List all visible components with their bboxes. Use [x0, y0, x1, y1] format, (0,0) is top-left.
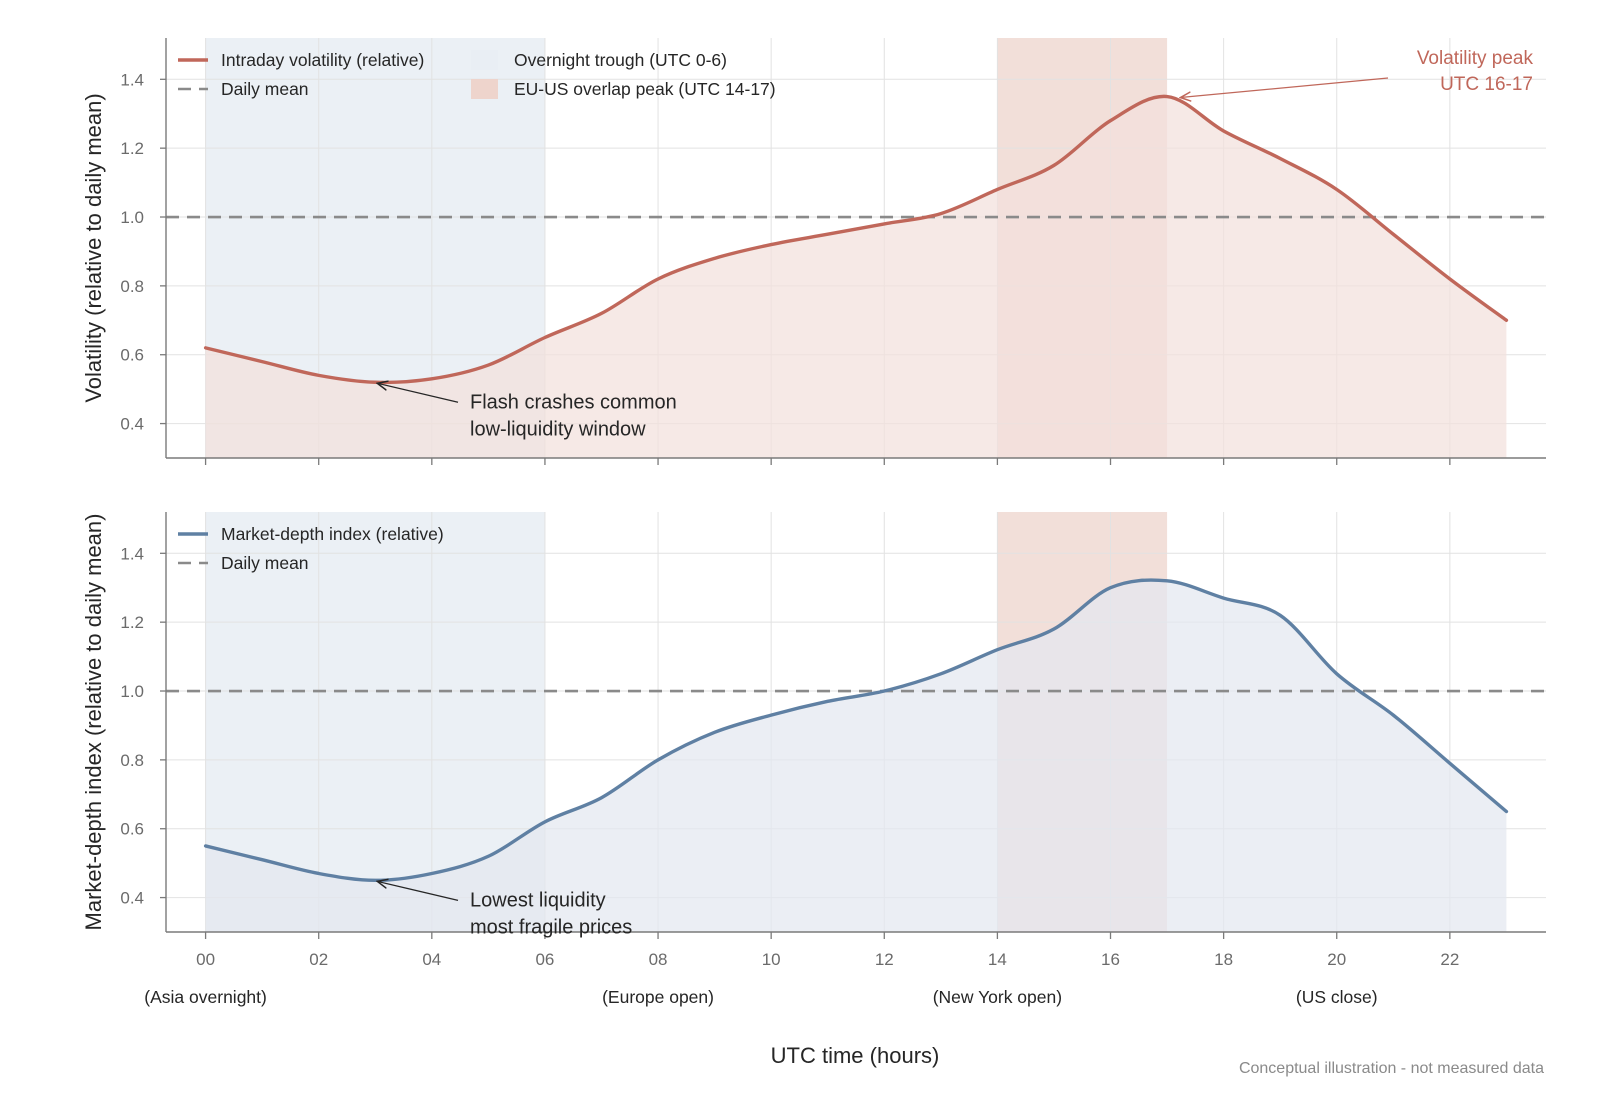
x-tick-label: 08	[649, 950, 668, 969]
legend-overlap-swatch	[471, 79, 498, 99]
annotation-arrow	[377, 383, 459, 403]
panel-bottom: 00 02 04 06 08 10 12 14 16 18 20 22 0.4 0.6 0.8 1.0 1.2 1…	[81, 512, 1546, 1068]
x-tick-label: 22	[1440, 950, 1459, 969]
annotation-text: most fragile prices	[470, 916, 632, 938]
y-tick-label: 1.2	[120, 613, 144, 632]
y-axis-title: Volatility (relative to daily mean)	[81, 93, 106, 402]
x-tick-label: 20	[1327, 950, 1346, 969]
y-tick-label: 0.4	[120, 889, 144, 908]
annotation: Flash crashes common low-liquidity window	[377, 383, 677, 440]
panel-top: 0.4 0.6 0.8 1.0 1.2 1.4 Volatility (relative t…	[81, 38, 1546, 465]
x-axis-title: UTC time (hours)	[771, 1043, 940, 1068]
peak-annotation-arrow	[1180, 77, 1389, 98]
y-tick-label: 1.2	[120, 139, 144, 158]
annotation: Lowest liquidity most fragile prices	[377, 881, 632, 938]
legend: Market-depth index (relative) Daily mean	[178, 524, 444, 573]
session-label: (Asia overnight)	[144, 987, 267, 1007]
annotation-arrow	[377, 881, 459, 901]
y-tick-label: 0.6	[120, 820, 144, 839]
y-tick-label: 0.4	[120, 415, 144, 434]
peak-annotation-text: Volatility peak	[1417, 48, 1534, 69]
y-tick-label: 1.0	[120, 208, 144, 227]
x-tick-label: 02	[309, 950, 328, 969]
session-label: (US close)	[1296, 987, 1378, 1007]
x-tick-label: 18	[1214, 950, 1233, 969]
legend-overlap-label: EU-US overlap peak (UTC 14-17)	[514, 79, 776, 99]
y-tick-label: 0.8	[120, 277, 144, 296]
y-tick-label: 0.8	[120, 751, 144, 770]
series-line	[203, 94, 1509, 385]
session-label: (New York open)	[933, 987, 1062, 1007]
legend-mean-label: Daily mean	[221, 553, 309, 573]
annotation: Volatility peak UTC 16-17	[1180, 48, 1533, 98]
legend-series-label: Market-depth index (relative)	[221, 524, 444, 544]
x-tick-label: 12	[875, 950, 894, 969]
legend-overnight-swatch	[471, 50, 498, 70]
session-label: (Europe open)	[602, 987, 714, 1007]
annotation-text: Lowest liquidity	[470, 889, 606, 911]
y-tick-label: 1.4	[120, 70, 144, 89]
x-tick-label: 16	[1101, 950, 1120, 969]
x-tick-label: 00	[196, 950, 215, 969]
x-tick-label: 06	[535, 950, 554, 969]
annotation-text: Flash crashes common	[470, 391, 677, 413]
footnote: Conceptual illustration - not measured d…	[1239, 1060, 1544, 1077]
series-line	[203, 578, 1509, 883]
y-tick-label: 1.4	[120, 544, 144, 563]
x-tick-label: 14	[988, 950, 1007, 969]
y-tick-label: 1.0	[120, 682, 144, 701]
x-tick-label: 10	[762, 950, 781, 969]
series-area	[205, 580, 1507, 932]
legend-overnight-label: Overnight trough (UTC 0-6)	[514, 50, 727, 70]
y-tick-label: 0.6	[120, 346, 144, 365]
legend-mean-label: Daily mean	[221, 79, 309, 99]
legend: Intraday volatility (relative) Daily mean…	[178, 50, 776, 99]
annotation-text: low-liquidity window	[470, 418, 646, 440]
legend-series-label: Intraday volatility (relative)	[221, 50, 424, 70]
x-tick-label: 04	[422, 950, 441, 969]
peak-annotation-text: UTC 16-17	[1440, 74, 1533, 95]
series-area	[205, 96, 1507, 458]
y-axis-title: Market-depth index (relative to daily me…	[81, 514, 106, 931]
